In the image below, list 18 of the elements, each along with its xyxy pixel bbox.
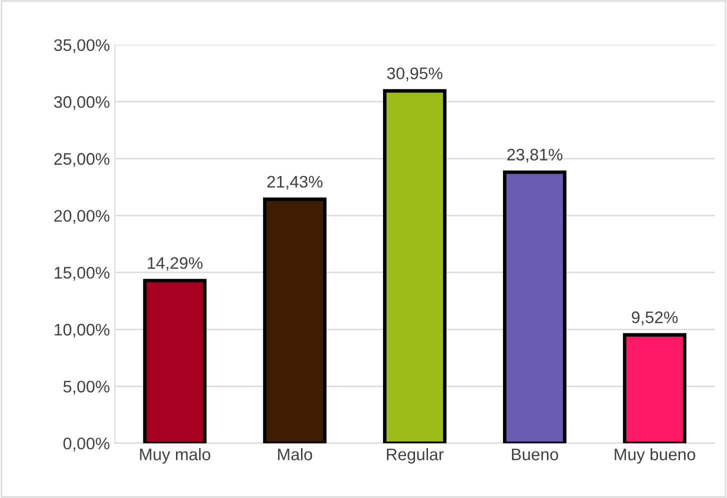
- y-tick-label: 15,00%: [54, 266, 110, 281]
- data-label: 9,52%: [632, 311, 678, 326]
- data-label: 21,43%: [267, 176, 322, 190]
- y-tick-label: 0,00%: [63, 438, 110, 452]
- y-tick-label: 25,00%: [54, 153, 110, 167]
- x-tick-label: Muy bueno: [614, 448, 696, 464]
- data-label: 30,95%: [387, 67, 442, 82]
- x-tick-label: Malo: [278, 448, 312, 460]
- x-tick-label: Muy malo: [140, 448, 210, 464]
- y-tick-label: 35,00%: [54, 39, 110, 53]
- x-tick-label: Bueno: [512, 448, 558, 460]
- data-label: 14,29%: [148, 257, 203, 271]
- y-tick-label: 20,00%: [54, 210, 110, 224]
- x-tick-label: Regular: [386, 448, 444, 464]
- data-label: 23,81%: [507, 148, 562, 163]
- y-tick-label: 5,00%: [63, 380, 110, 394]
- y-tick-label: 30,00%: [54, 96, 110, 110]
- y-tick-label: 10,00%: [54, 324, 110, 338]
